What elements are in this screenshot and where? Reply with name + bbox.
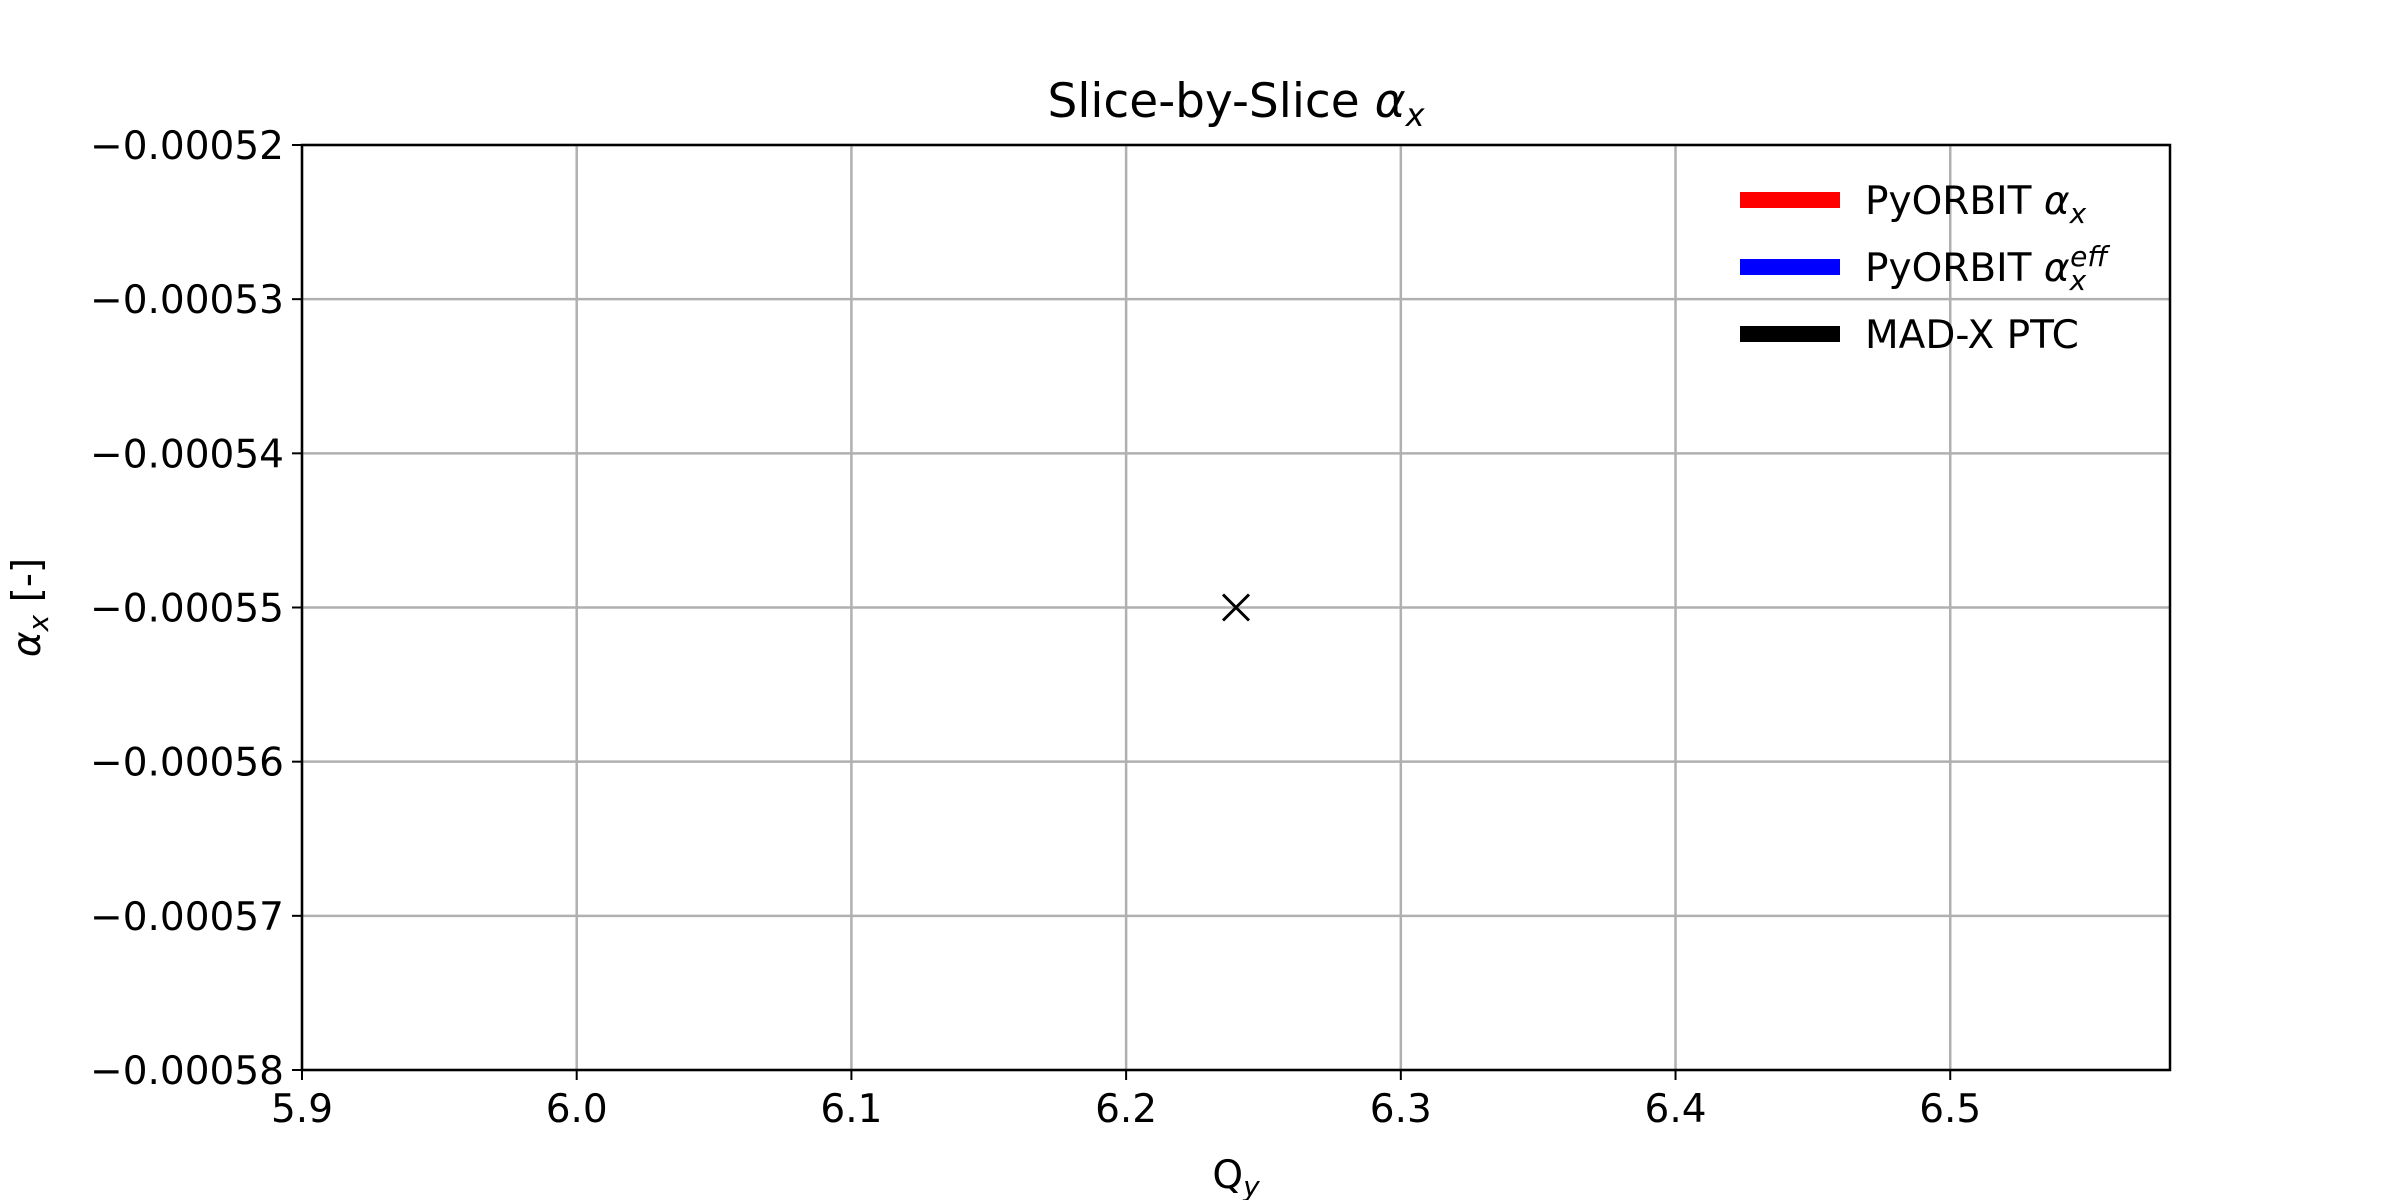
y-tick-label: −0.00052	[90, 124, 284, 169]
x-axis: 5.9 6.0 6.1 6.2 6.3 6.4 6.5	[271, 1070, 1981, 1132]
x-tick-label: 6.2	[1095, 1087, 1157, 1132]
y-tick-label: −0.00058	[90, 1049, 284, 1094]
y-tick-label: −0.00054	[90, 432, 284, 477]
legend: PyORBIT αx PyORBIT αxeff MAD-X PTC	[1740, 179, 2110, 358]
chart-title: Slice-by-Slice αx	[1047, 74, 1425, 134]
x-tick-label: 6.0	[546, 1087, 608, 1132]
legend-entry: PyORBIT αx	[1740, 179, 2087, 230]
x-tick-label: 6.1	[820, 1087, 882, 1132]
legend-entry: PyORBIT αxeff	[1740, 240, 2110, 297]
x-tick-label: 6.5	[1919, 1087, 1981, 1132]
x-tick-label: 5.9	[271, 1087, 333, 1132]
y-tick-label: −0.00053	[90, 278, 284, 323]
legend-label: MAD-X PTC	[1865, 313, 2079, 358]
data-points	[1221, 593, 1251, 622]
legend-entry: MAD-X PTC	[1740, 313, 2079, 358]
y-tick-label: −0.00055	[90, 587, 284, 632]
y-tick-label: −0.00056	[90, 741, 284, 786]
x-tick-label: 6.4	[1645, 1087, 1707, 1132]
x-tick-label: 6.3	[1370, 1087, 1432, 1132]
x-axis-label: Qy	[1212, 1153, 1260, 1200]
legend-label: PyORBIT αx	[1865, 179, 2087, 230]
y-axis-label: αx [-]	[5, 558, 55, 657]
legend-label: PyORBIT αxeff	[1865, 240, 2110, 297]
data-point-x-marker	[1221, 593, 1251, 622]
y-axis: −0.00052 −0.00053 −0.00054 −0.00055 −0.00056…	[90, 124, 302, 1094]
y-tick-label: −0.00057	[90, 895, 284, 940]
